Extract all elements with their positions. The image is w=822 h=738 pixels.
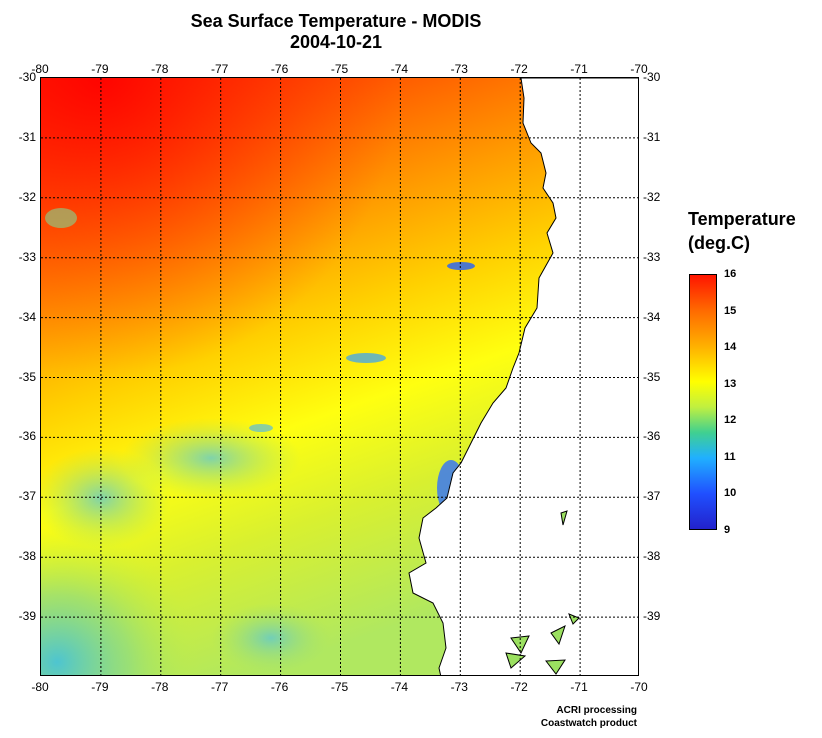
- colorbar-label: 16: [724, 268, 737, 280]
- lon-tick-top: -71: [570, 62, 588, 76]
- lon-tick-top: -73: [450, 62, 468, 76]
- lat-tick-right: -35: [643, 369, 661, 384]
- lon-tick-top: -80: [31, 62, 49, 76]
- lon-tick-top: -70: [630, 62, 648, 76]
- lat-tick-left: -32: [18, 189, 36, 204]
- map-title: Sea Surface Temperature - MODIS: [190, 11, 482, 31]
- lon-tick-bottom: -72: [510, 680, 528, 694]
- map-date: 2004-10-21: [289, 32, 383, 52]
- colorbar-label: 13: [724, 377, 737, 390]
- lat-tick-left: -30: [18, 70, 36, 84]
- lon-tick-top: -78: [151, 62, 169, 76]
- land-mass: [408, 78, 638, 675]
- lat-tick-right: -37: [643, 489, 661, 504]
- lat-tick-left: -31: [18, 129, 36, 144]
- lon-tick-bottom: -79: [91, 680, 109, 694]
- colorbar-label: 10: [724, 487, 737, 500]
- lat-tick-right: -39: [643, 609, 661, 624]
- lat-tick-left: -35: [18, 369, 36, 384]
- lat-tick-left: -37: [18, 489, 36, 504]
- credit-product: Coastwatch product: [540, 718, 637, 729]
- credit-processing: ACRI processing: [556, 705, 637, 716]
- lat-tick-right: -30: [643, 70, 661, 84]
- colorbar-label: 15: [724, 304, 737, 317]
- lat-tick-right: -36: [643, 429, 661, 444]
- lat-tick-left: -34: [18, 309, 36, 324]
- sst-map: [40, 77, 639, 676]
- lat-tick-left: -38: [18, 549, 36, 564]
- lon-tick-bottom: -74: [390, 680, 409, 694]
- lat-tick-right: -38: [643, 549, 661, 564]
- lat-tick-left: -36: [18, 429, 36, 444]
- lon-tick-bottom: -71: [570, 680, 588, 694]
- lon-tick-top: -77: [211, 62, 229, 76]
- lon-tick-bottom: -75: [330, 680, 349, 694]
- lon-tick-bottom: -77: [211, 680, 229, 694]
- lat-tick-right: -31: [643, 129, 661, 144]
- lat-tick-right: -34: [643, 309, 661, 324]
- lon-tick-top: -79: [91, 62, 109, 76]
- lon-tick-top: -72: [510, 62, 528, 76]
- legend-title: Temperature: [688, 209, 796, 229]
- colorbar-label: 11: [724, 450, 736, 463]
- lon-tick-bottom: -76: [270, 680, 289, 694]
- temperature-colorbar: [689, 274, 717, 530]
- lon-tick-bottom: -78: [151, 680, 169, 694]
- lat-tick-right: -33: [643, 249, 661, 264]
- lon-tick-top: -76: [270, 62, 289, 76]
- colorbar-label: 12: [724, 414, 737, 427]
- lon-tick-bottom: -73: [450, 680, 468, 694]
- colorbar-label: 14: [724, 341, 737, 354]
- colorbar-label: 9: [724, 524, 731, 536]
- lon-tick-bottom: -80: [31, 680, 49, 694]
- lat-tick-left: -39: [18, 609, 36, 624]
- lon-tick-top: -74: [390, 62, 409, 76]
- lat-tick-left: -33: [18, 249, 36, 264]
- legend-unit: (deg.C): [688, 233, 750, 253]
- lon-tick-top: -75: [330, 62, 349, 76]
- lon-tick-bottom: -70: [630, 680, 648, 694]
- lat-tick-right: -32: [643, 189, 661, 204]
- islands: [505, 510, 580, 675]
